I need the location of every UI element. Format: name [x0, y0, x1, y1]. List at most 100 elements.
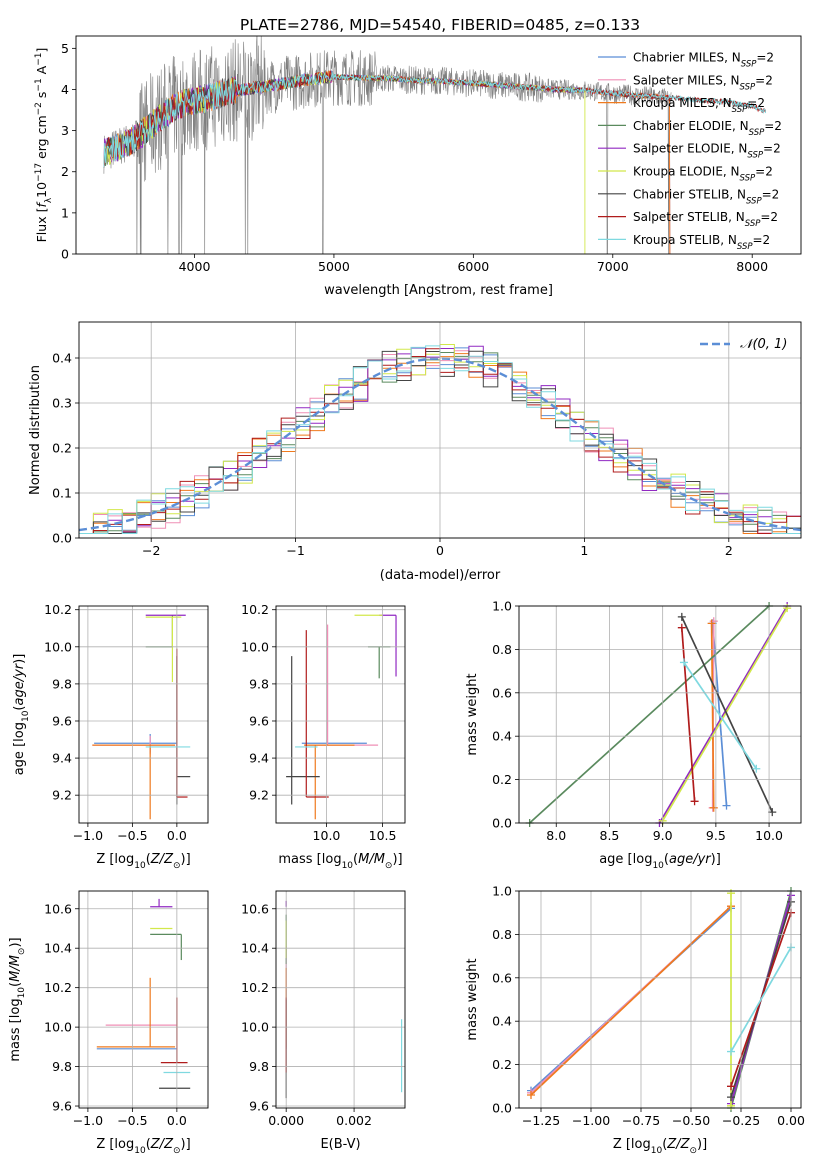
legend-entry: Kroupa STELIB, NSSP=2: [633, 233, 770, 252]
y-axis-label: Flux [fλ10−17 erg cm−2 s−1 A−1]: [34, 48, 54, 243]
weight-line-chabrier_stelib: [681, 616, 774, 813]
x-tick-label: −2: [142, 543, 160, 558]
x-tick-label: 0: [436, 543, 444, 558]
weight-line-kroupa_miles: [530, 905, 732, 1096]
x-tick-label: 0.000: [268, 1113, 304, 1128]
y-tick-label: 10.2: [241, 980, 269, 995]
y-tick-label: 9.8: [52, 1059, 72, 1074]
y-tick-label: 0.2: [52, 441, 72, 456]
weight-marker-chabrier_stelib: [677, 612, 686, 621]
legend-entry: Chabrier ELODIE, NSSP=2: [633, 119, 782, 138]
spectrum-legend: Chabrier MILES, NSSP=2 Salpeter MILES, NS…: [598, 51, 782, 252]
legend-entry: 𝒩(0, 1): [740, 337, 787, 352]
x-axis-label: (data-model)/error: [380, 568, 501, 583]
y-tick-label: 3: [61, 123, 69, 138]
legend-entry: Kroupa ELODIE, NSSP=2: [633, 165, 773, 184]
x-tick-label: 1: [580, 543, 588, 558]
y-tick-label: 0.1: [52, 486, 72, 501]
figure-title: PLATE=2786, MJD=54540, FIBERID=0485, z=0…: [240, 16, 640, 34]
weight-line-kroupa_miles: [710, 623, 715, 808]
y-tick-label: 4: [61, 82, 69, 97]
x-tick-label: 7000: [597, 259, 629, 274]
legend-entry: Salpeter STELIB, NSSP=2: [633, 210, 778, 229]
x-tick-label: −1.0: [73, 1113, 103, 1128]
weight-marker-kroupa_miles: [707, 619, 716, 628]
x-tick-label: −1.0: [73, 828, 103, 843]
y-tick-label: 10.4: [44, 941, 72, 956]
weight-marker-kroupa_miles: [527, 1090, 535, 1099]
y-axis-label: mass weight: [465, 673, 480, 755]
residuals-frame: [78, 321, 802, 539]
legend-entry: Kroupa MILES, NSSP=2: [633, 96, 765, 115]
weight-line-kroupa_elodie: [661, 607, 788, 822]
spectrum-axes: 4000 5000 6000 7000 8000 0 1 2 3 4 5: [61, 41, 768, 274]
weight-marker-kroupa_elodie: [727, 889, 735, 898]
weight-marker-kroupa_miles: [709, 803, 718, 812]
x-tick-label: 0.00: [777, 1113, 805, 1128]
weight_vs_Z-panel: [527, 887, 795, 1112]
legend-entry: Salpeter ELODIE, NSSP=2: [633, 142, 781, 161]
y-tick-label: 10.0: [241, 639, 269, 654]
y-tick-label: 0.0: [492, 1101, 512, 1116]
y-tick-label: 1: [61, 205, 69, 220]
x-axis-label: Z [log10(Z/Z⊙)]: [96, 1137, 190, 1156]
x-tick-label: 10.0: [313, 828, 341, 843]
legend-entry: Chabrier STELIB, NSSP=2: [633, 187, 779, 206]
y-tick-label: 9.6: [52, 1099, 72, 1114]
x-tick-label: 6000: [457, 259, 489, 274]
weight-marker-salpeter_stelib: [727, 1082, 735, 1091]
x-tick-label: 8000: [736, 259, 768, 274]
y-tick-label: 10.6: [44, 901, 72, 916]
x-axis-label: E(B-V): [320, 1137, 360, 1152]
x-tick-label: 8.0: [546, 828, 566, 843]
y-axis-label: mass weight: [465, 958, 480, 1040]
residuals-axes: −2 −1 0 1 2 0.0 0.1 0.2 0.3 0.4: [52, 322, 801, 558]
y-axis-label: Normed distribution: [28, 365, 43, 495]
y-tick-label: 10.2: [44, 602, 72, 617]
mass_vs_Z-axes: −1.0 −0.5 0.0 9.6 9.8 10.0 10.2 10.4 10.6: [44, 891, 208, 1128]
weight-marker-salpeter_stelib: [677, 623, 686, 632]
x-tick-label: −0.25: [722, 1113, 760, 1128]
x-tick-label: 10.5: [369, 828, 397, 843]
y-tick-label: 0.4: [52, 351, 72, 366]
weight-marker-salpeter_stelib: [690, 797, 699, 806]
y-tick-label: 1.0: [492, 884, 512, 899]
y-tick-label: 1.0: [492, 599, 512, 614]
age_vs_mass-frame: [275, 605, 406, 824]
weight_vs_age-axes: 8.0 8.5 9.0 9.5 10.0 0.0 0.2 0.4 0.6 0.8 1.0: [492, 599, 801, 843]
y-tick-label: 9.4: [249, 751, 269, 766]
x-tick-label: −1.25: [522, 1113, 560, 1128]
x-tick-label: 5000: [318, 259, 350, 274]
x-tick-label: 4000: [179, 259, 211, 274]
model-kroupa_stelib: [103, 71, 767, 168]
y-tick-label: 10.2: [241, 602, 269, 617]
weight-marker-kroupa_stelib: [727, 1047, 735, 1056]
weight-line-chabrier_elodie: [529, 606, 770, 823]
y-tick-label: 10.4: [241, 941, 269, 956]
y-axis-label: age [log10(age/yr)]: [12, 654, 31, 776]
y-tick-label: 0.8: [492, 642, 512, 657]
x-axis-label: mass [log10(M/M⊙)]: [278, 852, 402, 871]
x-tick-label: 9.5: [706, 828, 726, 843]
y-tick-label: 9.2: [52, 788, 72, 803]
age_vs_Z-axes: −1.0 −0.5 0.0 9.2 9.4 9.6 9.8 10.0 10.2: [44, 602, 208, 843]
weight-line-salpeter_stelib: [680, 627, 696, 802]
y-tick-label: 0.3: [52, 396, 72, 411]
weight-marker-kroupa_elodie: [727, 1101, 735, 1110]
y-tick-label: 9.8: [52, 676, 72, 691]
y-tick-label: 0.0: [52, 531, 72, 546]
y-tick-label: 0.8: [492, 927, 512, 942]
x-tick-label: −0.5: [117, 828, 147, 843]
y-tick-label: 5: [61, 41, 69, 56]
x-tick-label: 0.0: [167, 1113, 187, 1128]
mass_vs_Z-frame: [78, 890, 209, 1109]
weight-line-kroupa_stelib: [730, 946, 792, 1053]
x-tick-label: 0.0: [167, 828, 187, 843]
y-tick-label: 9.8: [249, 1059, 269, 1074]
y-tick-label: 0.0: [492, 816, 512, 831]
x-axis-label: age [log10(age/yr)]: [599, 852, 721, 871]
x-tick-label: 10.0: [755, 828, 783, 843]
x-tick-label: 2: [725, 543, 733, 558]
x-tick-label: −1: [286, 543, 304, 558]
